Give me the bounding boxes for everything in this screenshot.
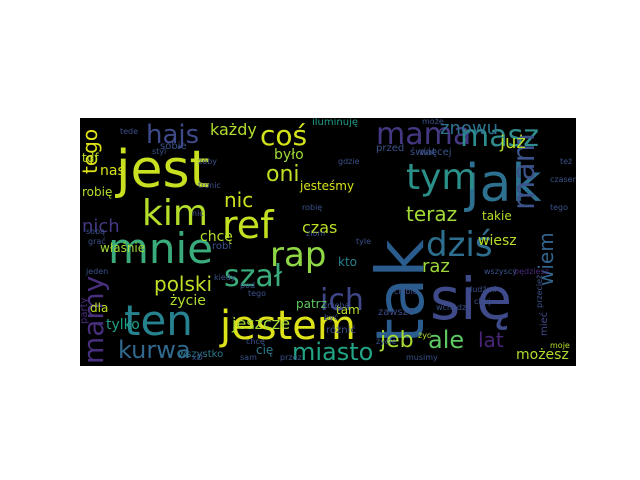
cloud-word: mama bbox=[376, 118, 472, 152]
cloud-word: grać bbox=[88, 237, 106, 246]
cloud-word: przez bbox=[280, 353, 302, 362]
cloud-word: żeby bbox=[198, 157, 217, 166]
cloud-word: różnić bbox=[326, 325, 356, 336]
word-cloud: niejestsięjaktakjestemtenmniemamamasztym… bbox=[80, 118, 576, 366]
cloud-word: nas bbox=[100, 163, 125, 179]
cloud-word: jesteśmy bbox=[300, 179, 355, 193]
cloud-word: zawsze bbox=[378, 307, 415, 318]
cloud-word: wszyscy bbox=[484, 267, 517, 276]
cloud-word: wiesz bbox=[478, 233, 517, 249]
cloud-word: tdf bbox=[82, 151, 99, 165]
cloud-word: każdy bbox=[210, 120, 257, 139]
cloud-word: patrz bbox=[296, 297, 327, 311]
cloud-word: tam bbox=[336, 303, 360, 317]
cloud-word: świat bbox=[410, 147, 437, 158]
cloud-word: nich bbox=[82, 216, 120, 237]
cloud-word: ten bbox=[124, 296, 193, 345]
cloud-word: wszystko bbox=[178, 349, 224, 360]
cloud-word: tylko bbox=[106, 317, 140, 333]
cloud-word: styl bbox=[152, 147, 167, 156]
cloud-word: właśnie bbox=[100, 241, 146, 255]
cloud-word: rap bbox=[270, 235, 327, 275]
cloud-word: sobą bbox=[86, 227, 106, 236]
cloud-word: chcę bbox=[246, 337, 265, 346]
cloud-word: tego bbox=[248, 289, 267, 298]
cloud-word: jeszcze bbox=[232, 314, 291, 333]
cloud-word: też bbox=[560, 157, 573, 166]
cloud-word: jeb bbox=[380, 328, 414, 353]
cloud-word: ludźmi bbox=[470, 285, 497, 294]
cloud-word: ale bbox=[428, 326, 465, 354]
cloud-word: jestem bbox=[220, 303, 356, 349]
cloud-word: nic bbox=[192, 209, 204, 218]
cloud-word: jeden bbox=[86, 267, 109, 276]
cloud-word: gdzie bbox=[338, 157, 360, 166]
cloud-word: robię bbox=[82, 185, 113, 199]
cloud-word: życ bbox=[418, 331, 432, 340]
cloud-word: czasem bbox=[550, 175, 576, 184]
cloud-word: tyle bbox=[356, 237, 372, 246]
cloud-word: wchodzi bbox=[436, 303, 469, 312]
cloud-word: sam bbox=[240, 353, 257, 362]
cloud-word: dla bbox=[90, 301, 109, 315]
cloud-word: znowu bbox=[440, 118, 498, 139]
cloud-word: będziesz bbox=[514, 267, 549, 276]
cloud-word: pod bbox=[240, 281, 256, 290]
cloud-word: więcej bbox=[420, 147, 452, 158]
cloud-word: być bbox=[324, 313, 339, 322]
cloud-word: robi bbox=[212, 241, 232, 252]
cloud-word: przed bbox=[376, 143, 405, 154]
cloud-word: trzeba bbox=[324, 301, 350, 310]
cloud-word: robię bbox=[302, 203, 323, 212]
cloud-word: party bbox=[80, 297, 90, 324]
cloud-word: oni bbox=[266, 162, 300, 187]
cloud-word: się bbox=[430, 265, 513, 333]
cloud-word: cię bbox=[256, 343, 274, 357]
cloud-word: tronic bbox=[198, 181, 221, 190]
cloud-word: sobie bbox=[160, 141, 187, 152]
cloud-word: dziś bbox=[426, 225, 493, 265]
cloud-word: musimy bbox=[406, 353, 438, 362]
cloud-word: ich bbox=[320, 283, 364, 318]
cloud-word: mieć bbox=[539, 311, 550, 336]
cloud-word: tym bbox=[406, 157, 477, 198]
cloud-word: moje bbox=[550, 341, 570, 350]
cloud-word: jest bbox=[116, 140, 210, 200]
cloud-word: hajs bbox=[146, 120, 200, 150]
cloud-word: miasto bbox=[292, 338, 374, 366]
cloud-word: było bbox=[274, 147, 304, 163]
cloud-word: takie bbox=[482, 209, 512, 223]
cloud-word: tede bbox=[120, 127, 139, 136]
cloud-word: nic bbox=[224, 188, 254, 212]
cloud-word: życie bbox=[170, 293, 206, 309]
cloud-word: kiedy bbox=[214, 273, 236, 282]
cloud-word: jak bbox=[465, 154, 542, 214]
cloud-word: tego bbox=[550, 203, 569, 212]
cloud-word: przecież bbox=[535, 274, 544, 308]
cloud-word: ziom bbox=[306, 229, 326, 238]
cloud-word: ciebie bbox=[394, 287, 418, 296]
cloud-word: polski bbox=[154, 272, 213, 296]
cloud-word: chuj bbox=[474, 297, 491, 306]
cloud-word: lat bbox=[478, 328, 504, 352]
cloud-word: masz bbox=[460, 119, 539, 154]
cloud-word: szał bbox=[224, 259, 283, 294]
cloud-word: już bbox=[500, 132, 526, 153]
cloud-word: może bbox=[422, 118, 444, 126]
cloud-word: kto bbox=[338, 255, 357, 269]
cloud-word: kurwa bbox=[118, 336, 191, 364]
cloud-word: mnie bbox=[108, 224, 214, 273]
cloud-word: życie bbox=[376, 337, 397, 346]
cloud-word: możesz bbox=[516, 347, 569, 363]
cloud-word: ref bbox=[222, 203, 274, 247]
cloud-word: teraz bbox=[406, 202, 458, 226]
cloud-word: xD bbox=[192, 353, 203, 362]
cloud-word: chcę bbox=[200, 229, 233, 245]
cloud-word: czas bbox=[302, 218, 338, 237]
cloud-word: kim bbox=[142, 193, 208, 234]
cloud-word: coś bbox=[260, 119, 308, 152]
cloud-word: iluminuję bbox=[312, 118, 359, 128]
cloud-word: raz bbox=[422, 256, 450, 277]
